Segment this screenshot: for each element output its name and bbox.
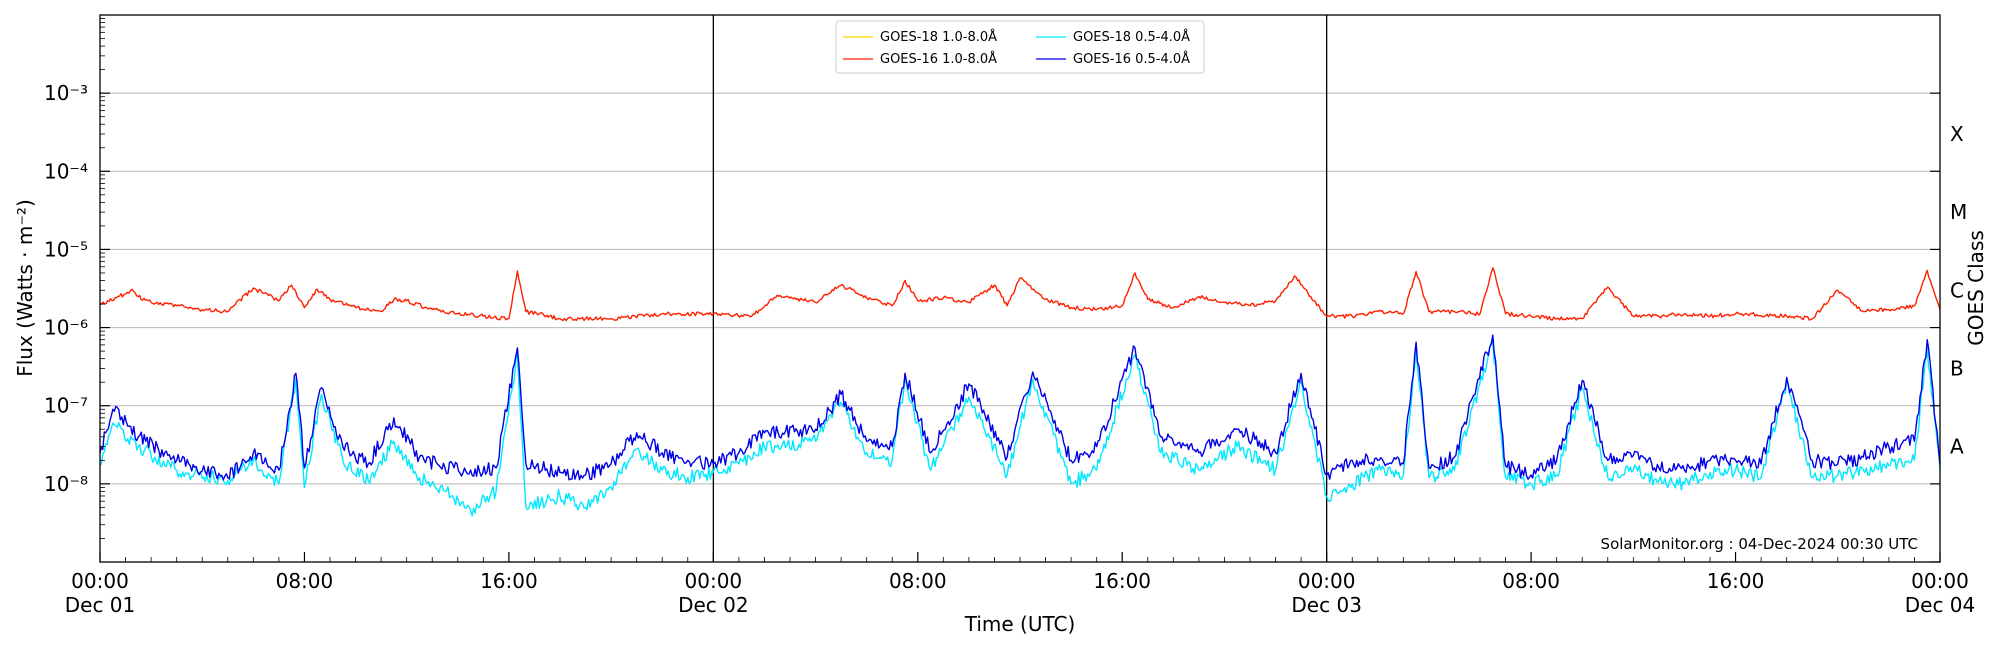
x-tick-time-1: 08:00	[276, 569, 334, 593]
series-line-goes-16-0-5-4-0	[99, 334, 1941, 481]
legend-label-3: GOES-16 0.5-4.0Å	[1073, 51, 1190, 67]
y-tick-label-5: 10⁻³	[44, 81, 88, 105]
x-axis-title: Time (UTC)	[964, 612, 1076, 636]
legend: GOES-18 1.0-8.0Å GOES-16 1.0-8.0Å GOES-1…	[835, 20, 1205, 74]
goes-class-label-a: A	[1950, 435, 1964, 459]
legend-label-0: GOES-18 1.0-8.0Å	[880, 29, 997, 45]
x-tick-date-9: Dec 04	[1905, 593, 1976, 617]
x-tick-time-4: 08:00	[889, 569, 947, 593]
legend-label-2: GOES-18 0.5-4.0Å	[1073, 29, 1190, 45]
goes-class-label-m: M	[1950, 200, 1967, 224]
goes-class-label-b: B	[1950, 356, 1964, 380]
goes-class-layer: A B C M X	[1930, 92, 1967, 563]
goes-class-label-x: X	[1950, 122, 1964, 146]
x-tick-time-2: 16:00	[480, 569, 538, 593]
y-tick-label-2: 10⁻⁶	[44, 316, 88, 340]
credit-annotation: SolarMonitor.org : 04-Dec-2024 00:30 UTC	[1601, 535, 1918, 553]
series-line-goes-16-1-0-8-0	[99, 267, 1941, 322]
x-tick-time-6: 00:00	[1298, 569, 1356, 593]
x-tick-time-8: 16:00	[1707, 569, 1765, 593]
grid-layer	[100, 92, 1940, 485]
legend-label-1: GOES-16 1.0-8.0Å	[880, 51, 997, 67]
y-axis-title: Flux (Watts · m⁻²)	[13, 199, 37, 377]
series-line-goes-18-0-5-4-0	[99, 341, 1941, 517]
x-tick-time-3: 00:00	[685, 569, 743, 593]
x-tick-time-5: 16:00	[1093, 569, 1151, 593]
y-tick-label-3: 10⁻⁵	[44, 237, 88, 261]
legend-box	[835, 20, 1205, 74]
x-tick-date-0: Dec 01	[65, 593, 136, 617]
y-tick-label-4: 10⁻⁴	[44, 159, 88, 183]
x-tick-date-3: Dec 02	[678, 593, 749, 617]
x-tick-time-9: 00:00	[1911, 569, 1969, 593]
goes-class-label-c: C	[1950, 278, 1964, 302]
right-axis-title: GOES Class	[1964, 230, 1988, 346]
x-tick-date-6: Dec 03	[1291, 593, 1362, 617]
x-tick-time-7: 08:00	[1502, 569, 1560, 593]
series-layer	[99, 267, 1941, 517]
y-tick-label-0: 10⁻⁸	[44, 472, 88, 496]
x-tick-time-0: 00:00	[71, 569, 129, 593]
y-tick-label-1: 10⁻⁷	[44, 394, 88, 418]
